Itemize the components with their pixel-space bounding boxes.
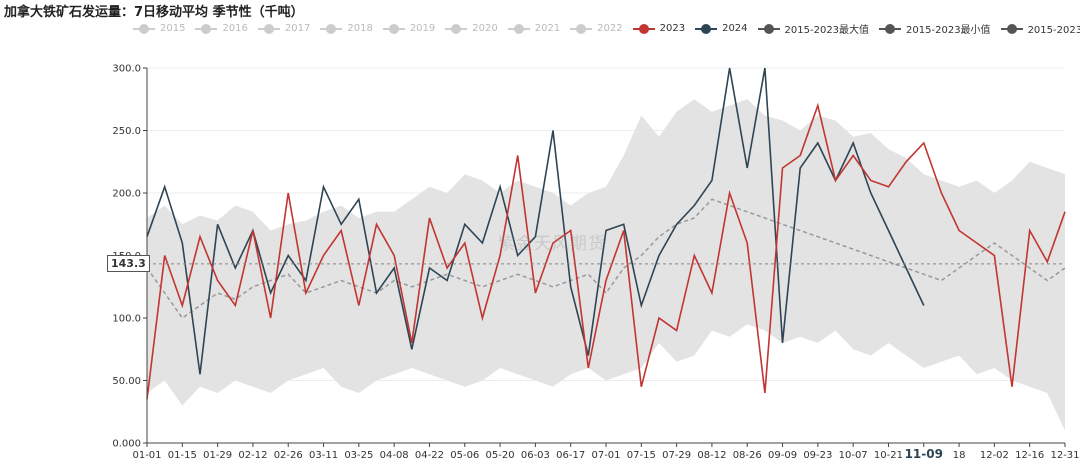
x-tick-label: 01-29 — [203, 450, 232, 461]
x-tick-label: 12-31 — [1050, 450, 1079, 461]
x-tick-label: 09-23 — [803, 450, 832, 461]
x-tick-label: 01-15 — [168, 450, 197, 461]
x-tick-label: 12-02 — [980, 450, 1009, 461]
x-tick-label: 10-21 — [874, 450, 903, 461]
x-tick-label: 03-25 — [344, 450, 373, 461]
x-tick-label: 02-26 — [274, 450, 303, 461]
y-tick-label: 200.0 — [112, 189, 141, 200]
x-tick-label: 11-09 — [905, 447, 943, 461]
x-tick-label: 06-03 — [521, 450, 550, 461]
x-tick-label: 06-17 — [556, 450, 585, 461]
x-tick-label: 03-11 — [309, 450, 338, 461]
axis-pointer-label: 143.3 — [107, 255, 150, 272]
y-tick-label: 50.00 — [112, 376, 141, 387]
x-tick-label: 08-26 — [733, 450, 762, 461]
x-tick-label: 02-12 — [238, 450, 267, 461]
x-tick-label: 08-12 — [697, 450, 726, 461]
y-tick-label: 100.0 — [112, 314, 141, 325]
x-tick-label: 07-01 — [591, 450, 620, 461]
x-tick-label: 04-08 — [380, 450, 409, 461]
x-tick-label: 04-22 — [415, 450, 444, 461]
watermark: 紫金天风期货 — [498, 229, 606, 254]
x-tick-label: 05-06 — [450, 450, 479, 461]
x-tick-label: 07-15 — [627, 450, 656, 461]
x-tick-label: 18 — [953, 450, 966, 461]
y-tick-label: 300.0 — [112, 64, 141, 75]
x-tick-label: 12-16 — [1015, 450, 1044, 461]
x-tick-label: 10-07 — [839, 450, 868, 461]
x-tick-label: 09-09 — [768, 450, 797, 461]
y-tick-label: 0.000 — [112, 439, 141, 450]
x-tick-label: 07-29 — [662, 450, 691, 461]
x-tick-label: 05-20 — [486, 450, 515, 461]
x-tick-label: 01-01 — [132, 450, 161, 461]
y-tick-label: 250.0 — [112, 126, 141, 137]
